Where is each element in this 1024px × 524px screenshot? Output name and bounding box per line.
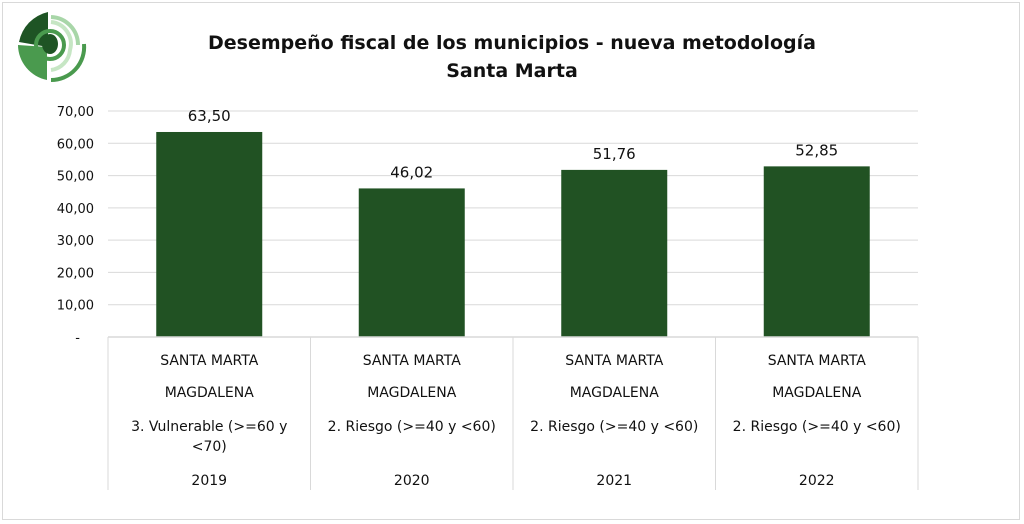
y-tick-label: - — [75, 331, 80, 346]
category-rango: 2. Riesgo (>=40 y <60) — [733, 419, 901, 435]
category-municipio: SANTA MARTA — [160, 353, 259, 369]
data-label: 52,85 — [795, 141, 838, 159]
chart-title: Desempeño fiscal de los municipios - nue… — [208, 32, 816, 54]
bar-2022 — [763, 166, 870, 337]
category-municipio: SANTA MARTA — [363, 353, 462, 369]
data-label: 63,50 — [188, 107, 231, 125]
category-year: 2022 — [799, 473, 835, 489]
chart-subtitle: Santa Marta — [446, 60, 578, 82]
logo-icon — [18, 12, 87, 83]
y-tick-label: 70,00 — [57, 105, 94, 120]
y-tick-label: 10,00 — [57, 299, 94, 314]
y-tick-label: 60,00 — [57, 137, 94, 152]
data-label: 51,76 — [593, 145, 636, 163]
category-year: 2021 — [596, 473, 632, 489]
category-year: 2019 — [191, 473, 227, 489]
y-tick-label: 20,00 — [57, 266, 94, 281]
category-rango: 3. Vulnerable (>=60 y — [131, 419, 287, 435]
bar-2021 — [561, 169, 668, 337]
category-departamento: MAGDALENA — [772, 385, 861, 401]
category-departamento: MAGDALENA — [367, 385, 456, 401]
data-label: 46,02 — [390, 163, 433, 181]
category-departamento: MAGDALENA — [570, 385, 659, 401]
y-tick-label: 40,00 — [57, 202, 94, 217]
category-rango: 2. Riesgo (>=40 y <60) — [328, 419, 496, 435]
category-municipio: SANTA MARTA — [768, 353, 867, 369]
category-departamento: MAGDALENA — [165, 385, 254, 401]
y-tick-label: 50,00 — [57, 170, 94, 185]
y-tick-label: 30,00 — [57, 234, 94, 249]
category-rango: <70) — [192, 439, 227, 455]
category-municipio: SANTA MARTA — [565, 353, 664, 369]
category-year: 2020 — [394, 473, 430, 489]
bar-2020 — [358, 188, 465, 337]
category-rango: 2. Riesgo (>=40 y <60) — [530, 419, 698, 435]
bar-2019 — [156, 131, 263, 337]
